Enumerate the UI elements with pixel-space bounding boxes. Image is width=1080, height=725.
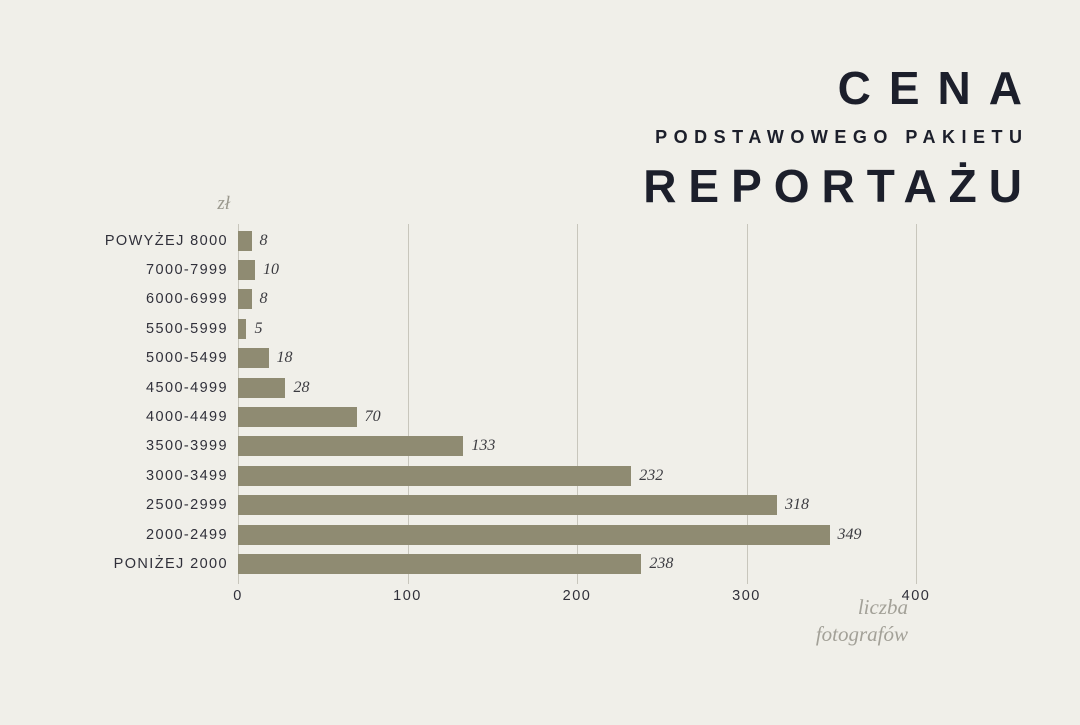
bar-row: 2000-2499 349 — [85, 520, 1005, 549]
category-label: PONIŻEJ 2000 — [113, 555, 228, 572]
bar — [238, 377, 286, 398]
gridline — [407, 224, 409, 584]
x-tick-label: 400 — [901, 588, 931, 604]
bar-row: 5500-5999 5 — [85, 314, 1005, 343]
bar — [238, 260, 255, 281]
bar-row: POWYŻEJ 8000 8 — [85, 226, 1005, 255]
category-label: 2000-2499 — [146, 526, 228, 543]
value-label: 238 — [649, 554, 674, 572]
category-label: 7000-7999 — [146, 262, 228, 279]
category-label: 5500-5999 — [146, 320, 228, 337]
x-tick-label: 100 — [393, 588, 422, 604]
bar-chart: POWYŻEJ 8000 8 7000-7999 10 6000-6999 8 5500-5… — [85, 224, 1005, 604]
bar-row: 4500-4999 28 — [85, 373, 1005, 402]
value-label: 133 — [471, 437, 496, 455]
gridlines — [238, 224, 917, 584]
gridline — [746, 224, 748, 584]
bar-row: 3500-3999 133 — [85, 432, 1005, 461]
title-line-2: PODSTAWOWEGO PAKIETU — [655, 127, 1029, 148]
bar-row: PONIŻEJ 2000 238 — [85, 549, 1005, 578]
value-label: 28 — [293, 378, 310, 396]
gridline — [577, 224, 578, 584]
y-axis-label: zł — [217, 193, 230, 214]
value-label: 318 — [785, 496, 809, 514]
bar — [238, 465, 632, 486]
x-axis-ticks: 0 100 200 300 400 — [85, 588, 1005, 608]
x-axis-label: liczba fotografów — [816, 594, 908, 648]
bar-row: 5000-5499 18 — [85, 344, 1005, 373]
category-label: 4500-4999 — [146, 379, 228, 396]
category-label: 3000-3499 — [146, 467, 228, 484]
value-label: 18 — [276, 349, 293, 367]
value-label: 10 — [262, 261, 279, 279]
chart-title: CENA PODSTAWOWEGO PAKIETU REPORTAŻU — [643, 64, 1022, 211]
bar — [238, 495, 777, 516]
value-label: 232 — [639, 466, 664, 484]
bar-row: 6000-6999 8 — [85, 285, 1005, 314]
value-label: 349 — [837, 525, 862, 543]
category-label: POWYŻEJ 8000 — [104, 232, 228, 249]
bar-rows: POWYŻEJ 8000 8 7000-7999 10 6000-6999 8 5500-5… — [85, 226, 1005, 579]
value-label: 70 — [364, 408, 381, 426]
category-label: 2500-2999 — [146, 497, 228, 514]
gridline — [916, 224, 917, 584]
bar — [238, 318, 247, 339]
value-label: 8 — [259, 290, 268, 308]
title-line-3: REPORTAŻU — [643, 160, 1034, 213]
title-line-1: CENA — [837, 62, 1040, 114]
bar — [238, 407, 357, 428]
bar-row: 4000-4499 70 — [85, 402, 1005, 431]
x-tick-label: 200 — [562, 588, 592, 604]
value-label: 8 — [259, 231, 268, 249]
bar — [238, 289, 252, 310]
category-label: 6000-6999 — [146, 291, 228, 308]
category-label: 4000-4499 — [146, 409, 228, 426]
category-label: 3500-3999 — [146, 438, 228, 455]
x-tick-label: 300 — [732, 588, 761, 604]
value-label: 5 — [254, 319, 263, 337]
x-axis-label-line-1: liczba — [857, 595, 908, 619]
gridline — [238, 224, 239, 584]
bar-row: 2500-2999 318 — [85, 491, 1005, 520]
bar — [238, 524, 830, 545]
bar — [238, 230, 252, 251]
bar — [238, 348, 269, 369]
category-label: 5000-5499 — [146, 350, 228, 367]
bar — [238, 553, 642, 574]
bar — [238, 436, 464, 457]
bar-row: 3000-3499 232 — [85, 461, 1005, 490]
x-axis-label-line-2: fotografów — [815, 622, 908, 646]
x-tick-label: 0 — [233, 588, 243, 604]
bar-row: 7000-7999 10 — [85, 255, 1005, 284]
